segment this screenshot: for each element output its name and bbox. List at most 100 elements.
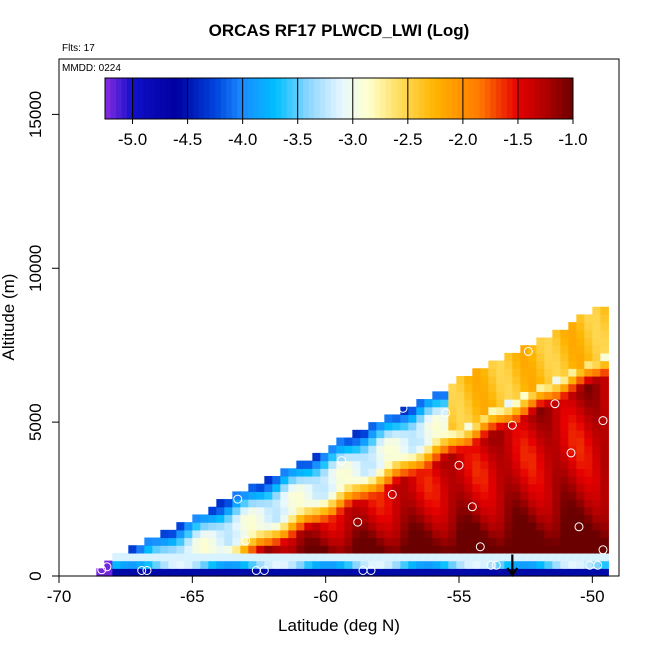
heatmap-cell (504, 452, 513, 462)
heatmap-cell (472, 491, 481, 500)
colorbar-segment (418, 78, 425, 119)
heatmap-cell (424, 429, 433, 439)
heatmap-cell (512, 491, 521, 500)
heatmap-cell (592, 391, 601, 400)
heatmap-cell (360, 499, 369, 508)
heatmap-cell (528, 506, 537, 516)
heatmap-cell (408, 537, 417, 546)
colorbar-segment (468, 78, 475, 119)
colorbar-segment (204, 78, 211, 119)
heatmap-cell (536, 499, 545, 508)
colorbar-segment (237, 78, 244, 119)
heatmap-cell (328, 568, 337, 577)
heatmap-cell (248, 560, 257, 569)
heatmap-cell (408, 445, 417, 454)
heatmap-cell (312, 468, 321, 477)
heatmap-cell (264, 552, 273, 562)
colorbar-segment (402, 78, 409, 119)
heatmap-cell (248, 552, 257, 562)
arrow-head (506, 567, 519, 577)
heatmap-cell (440, 429, 449, 439)
heatmap-cell (536, 468, 545, 477)
heatmap-cell (600, 552, 609, 562)
heatmap-cell (520, 391, 529, 400)
colorbar-tick-label: -2.5 (393, 130, 422, 149)
heatmap-cell (464, 514, 473, 523)
heatmap-cell (144, 545, 153, 554)
heatmap-cell (256, 560, 265, 569)
heatmap-cell (544, 483, 553, 492)
heatmap-cell (592, 337, 601, 346)
colorbar-segment (275, 78, 282, 119)
heatmap-cell (504, 437, 513, 446)
heatmap-cell (432, 414, 441, 423)
heatmap-cell (560, 422, 569, 431)
heatmap-cell (544, 422, 553, 431)
heatmap-cell (536, 552, 545, 562)
heatmap-cell (432, 445, 441, 454)
heatmap-cell (600, 383, 609, 392)
heatmap-cell (472, 552, 481, 562)
heatmap-cell (192, 529, 201, 539)
heatmap-cell (424, 506, 433, 516)
heatmap-cell (568, 383, 577, 392)
colorbar-segment (451, 78, 458, 119)
heatmap-cell (584, 568, 593, 577)
heatmap-cell (328, 483, 337, 492)
heatmap-cell (312, 475, 321, 485)
heatmap-cell (536, 391, 545, 400)
heatmap-cell (504, 475, 513, 485)
heatmap-cell (600, 414, 609, 423)
heatmap-cell (576, 368, 585, 377)
heatmap-cell (504, 375, 513, 385)
heatmap-cell (320, 491, 329, 500)
heatmap-cell (488, 391, 497, 400)
heatmap-cell (488, 468, 497, 477)
heatmap-cell (360, 475, 369, 485)
heatmap-cell (528, 414, 537, 423)
heatmap-cell (464, 537, 473, 546)
heatmap-cell (464, 568, 473, 577)
heatmap-cell (520, 568, 529, 577)
heatmap-cell (192, 537, 201, 546)
flight-point (337, 456, 347, 466)
heatmap-cell (552, 375, 561, 385)
heatmap-cell (352, 491, 361, 500)
heatmap-cell (592, 552, 601, 562)
heatmap-cell (592, 329, 601, 339)
heatmap-cell (288, 499, 297, 508)
heatmap-cell (288, 483, 297, 492)
heatmap-cell (272, 537, 281, 546)
heatmap-cell (368, 560, 377, 569)
heatmap-cell (528, 383, 537, 392)
heatmap-cell (376, 529, 385, 539)
heatmap-cell (600, 360, 609, 369)
x-tick-label: -65 (180, 587, 205, 606)
heatmap-cell (528, 399, 537, 408)
heatmap-cell (560, 445, 569, 454)
heatmap-cell (392, 529, 401, 539)
heatmap-cell (576, 391, 585, 400)
heatmap-cell (512, 529, 521, 539)
heatmap-cell (552, 560, 561, 569)
heatmap-cell (464, 437, 473, 446)
heatmap-cell (360, 506, 369, 516)
heatmap-cell (576, 506, 585, 516)
heatmap-cell (384, 545, 393, 554)
colorbar-segment (435, 78, 442, 119)
heatmap-cell (520, 552, 529, 562)
heatmap-cell (424, 483, 433, 492)
heatmap-cell (240, 545, 249, 554)
heatmap-cell (256, 537, 265, 546)
colorbar-segment (446, 78, 453, 119)
heatmap-cell (512, 475, 521, 485)
heatmap-cell (592, 568, 601, 577)
heatmap-cell (592, 360, 601, 369)
heatmap-cell (160, 529, 169, 539)
heatmap-cell (456, 383, 465, 392)
heatmap-cell (256, 529, 265, 539)
heatmap-cell (592, 345, 601, 354)
heatmap-cell (440, 552, 449, 562)
heatmap-cell (520, 475, 529, 485)
heatmap-cell (504, 506, 513, 516)
